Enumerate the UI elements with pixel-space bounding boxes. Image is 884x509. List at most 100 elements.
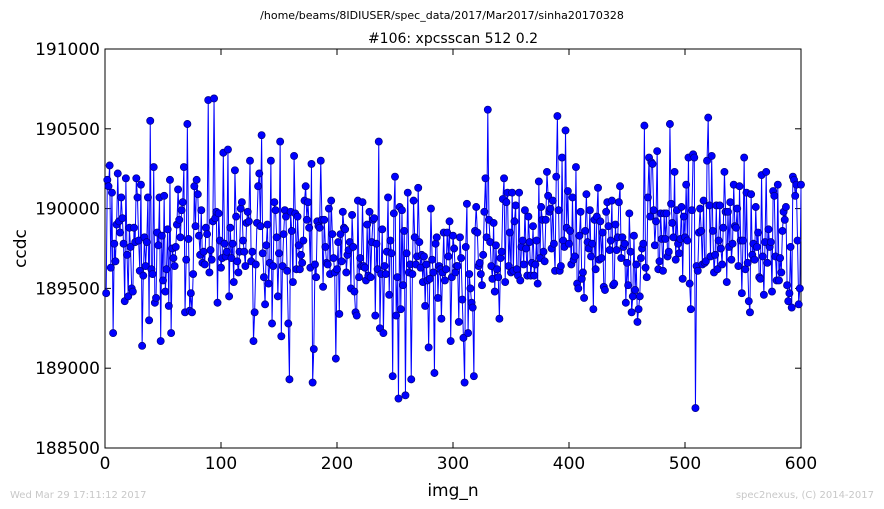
data-point [604, 222, 613, 231]
data-point [640, 121, 649, 130]
data-point [143, 193, 152, 202]
data-point [130, 223, 138, 232]
data-point [750, 255, 759, 264]
data-point [496, 254, 505, 263]
data-point [501, 278, 510, 286]
data-point [481, 174, 490, 183]
data-point [431, 239, 440, 248]
data-point [319, 282, 328, 291]
data-point [565, 239, 573, 248]
data-point [466, 284, 475, 293]
data-point [138, 341, 147, 350]
data-point [184, 234, 193, 243]
data-point [256, 222, 265, 231]
data-point [598, 228, 607, 237]
data-point [234, 268, 243, 277]
data-point [205, 268, 214, 277]
data-point [328, 230, 337, 239]
data-point [159, 276, 167, 285]
data-point [103, 175, 112, 184]
data-point [251, 260, 260, 269]
data-point [331, 354, 340, 363]
data-point [616, 182, 624, 191]
x-tick-label: 100 [205, 454, 237, 474]
data-point [276, 137, 285, 146]
data-point [685, 279, 694, 288]
data-point [591, 265, 600, 274]
data-point [329, 254, 338, 263]
data-point [268, 319, 276, 328]
data-point [490, 287, 499, 296]
data-point [759, 290, 768, 299]
data-point [717, 244, 725, 253]
data-point [126, 242, 135, 251]
data-point [249, 337, 258, 346]
data-point [577, 274, 586, 283]
data-point [780, 215, 789, 224]
data-point [105, 161, 114, 170]
data-point [188, 308, 196, 317]
data-point [272, 233, 281, 242]
data-point [606, 236, 615, 245]
data-point [171, 242, 180, 251]
data-point [384, 193, 392, 202]
data-point [572, 163, 580, 172]
data-point [152, 294, 160, 302]
data-point [756, 274, 765, 283]
data-point [360, 263, 369, 272]
data-point [264, 279, 273, 288]
data-point [133, 193, 142, 202]
data-point [428, 255, 437, 264]
data-point [454, 317, 463, 326]
data-point [273, 292, 282, 301]
data-point [693, 266, 702, 275]
data-point [363, 220, 372, 229]
data-point [578, 268, 587, 277]
data-point [531, 260, 540, 269]
data-point [541, 215, 550, 224]
data-point [195, 231, 203, 240]
data-point [743, 258, 752, 267]
data-point [380, 262, 389, 271]
data-point [162, 265, 171, 274]
data-point [389, 209, 398, 218]
x-tick-label: 400 [553, 454, 585, 474]
data-point [522, 244, 531, 253]
data-point [784, 297, 793, 306]
data-point [111, 257, 120, 266]
data-point [719, 223, 728, 232]
data-point [445, 217, 454, 226]
data-point [408, 270, 417, 278]
data-point [297, 250, 305, 259]
data-point [589, 305, 598, 314]
data-point [625, 209, 634, 218]
data-point [163, 225, 172, 234]
data-point [520, 206, 529, 215]
data-point [596, 217, 605, 226]
data-point [612, 246, 621, 255]
data-point [366, 273, 375, 282]
data-point [762, 167, 771, 176]
data-point [161, 287, 170, 296]
data-point [160, 191, 169, 200]
data-point [510, 217, 519, 226]
data-point [457, 254, 466, 263]
data-point [783, 281, 792, 290]
data-point [751, 203, 760, 211]
data-point [690, 153, 699, 162]
data-point [278, 262, 287, 271]
data-point [230, 166, 239, 175]
data-point [257, 131, 266, 140]
data-point [183, 120, 192, 128]
data-point [639, 239, 648, 248]
data-point [549, 239, 558, 248]
data-point [621, 298, 630, 307]
data-point [225, 292, 234, 301]
data-point [556, 262, 565, 271]
data-point [388, 372, 397, 381]
data-point [797, 180, 805, 189]
data-point [650, 241, 659, 250]
y-axis: 188500 189000 189500 190000 190500 191000 [35, 40, 801, 459]
data-point [661, 234, 670, 243]
